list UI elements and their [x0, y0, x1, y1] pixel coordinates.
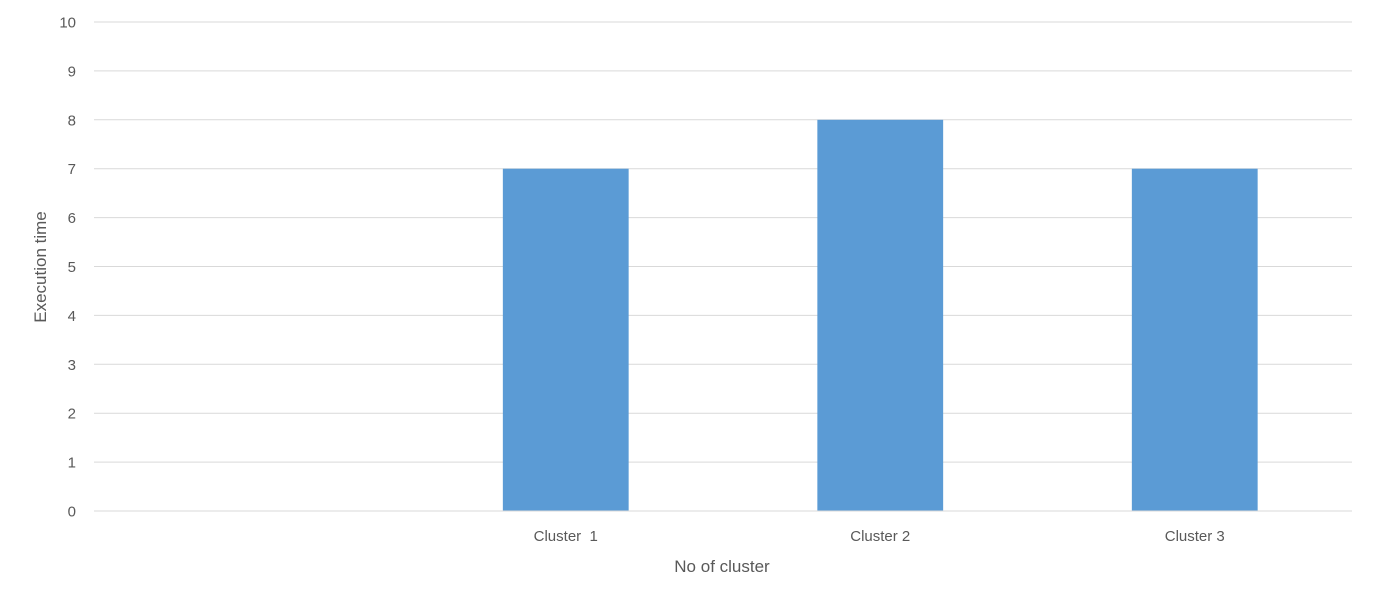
- y-tick-label: 8: [68, 112, 76, 129]
- y-tick-label: 3: [68, 357, 76, 374]
- y-tick-label: 7: [68, 161, 76, 178]
- y-tick-label: 0: [68, 504, 76, 521]
- x-axis-tick-labels: Cluster 1 Cluster 2 Cluster 3: [534, 528, 1225, 545]
- y-axis-tick-labels: 0 1 2 3 4 5 6 7 8 9 10: [59, 15, 76, 521]
- x-axis-title: No of cluster: [674, 557, 770, 576]
- gridlines: [94, 21, 1352, 463]
- y-tick-label: 4: [68, 308, 76, 325]
- bars: [502, 119, 1258, 512]
- bar: [502, 168, 629, 511]
- y-tick-label: 5: [68, 259, 76, 276]
- y-axis-title: Execution time: [31, 211, 50, 323]
- x-tick-label: Cluster 2: [850, 528, 910, 545]
- y-tick-label: 9: [68, 63, 76, 80]
- y-tick-label: 6: [68, 210, 76, 227]
- x-tick-label: Cluster 3: [1165, 528, 1225, 545]
- y-tick-label: 10: [59, 15, 76, 32]
- x-tick-label: Cluster 1: [534, 528, 598, 545]
- bar: [1131, 168, 1258, 511]
- bar: [817, 119, 944, 512]
- y-tick-label: 2: [68, 406, 76, 423]
- y-tick-label: 1: [68, 455, 76, 472]
